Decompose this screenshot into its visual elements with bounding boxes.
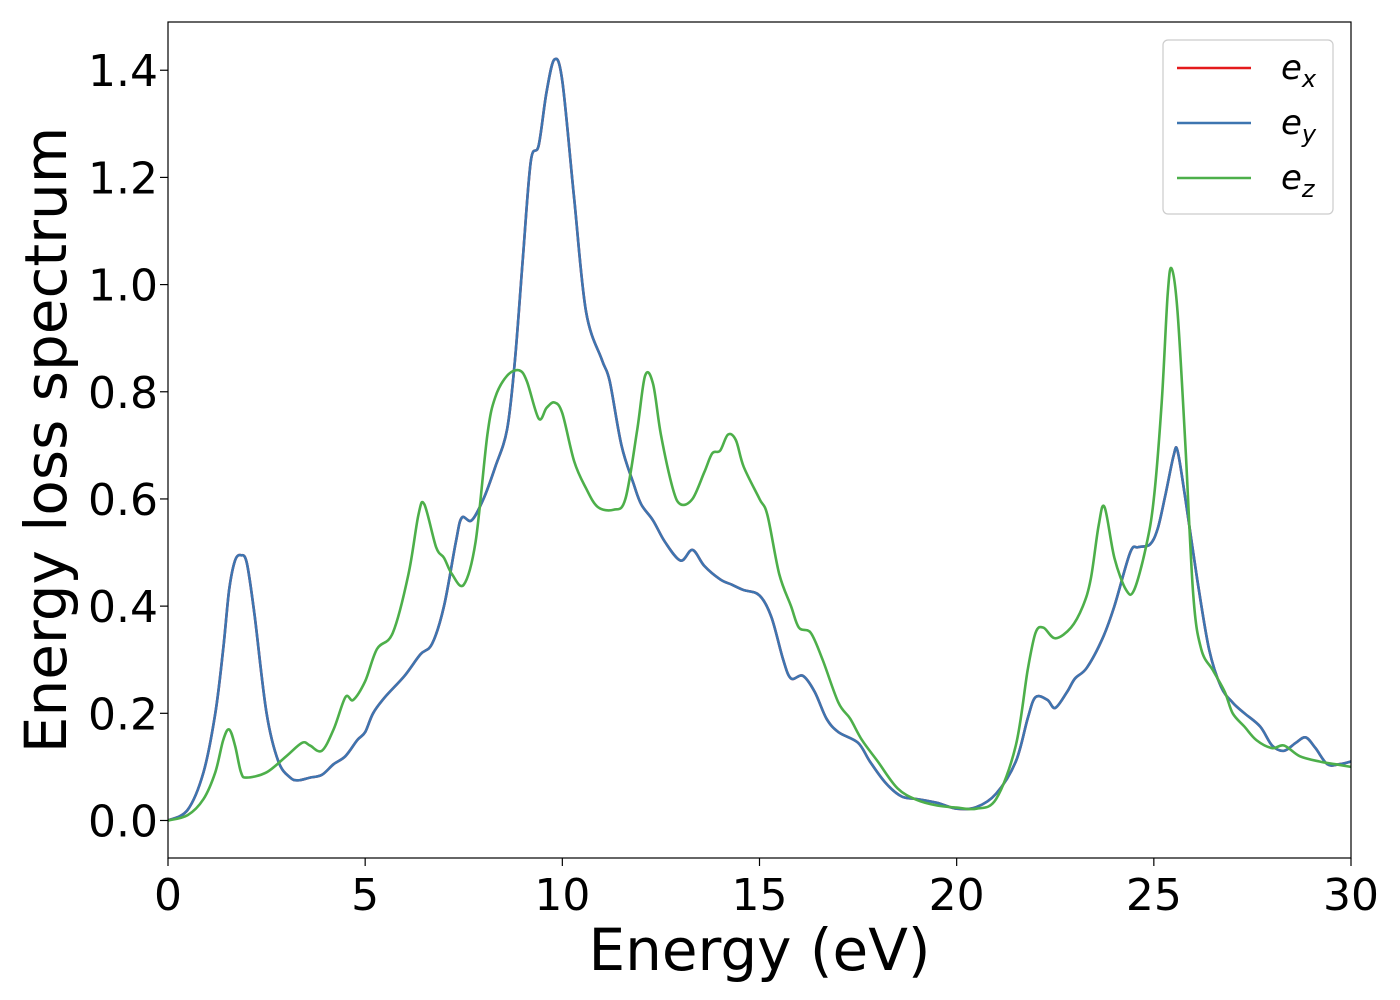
x-tick-label: 30 [1323, 870, 1379, 921]
y-tick-label: 0.0 [88, 796, 158, 847]
series-line-z [168, 266, 1351, 822]
legend-label-x: ex [1281, 48, 1317, 93]
y-tick-label: 0.8 [88, 368, 158, 419]
y-tick-label: 1.2 [88, 153, 158, 204]
y-tick-label: 0.4 [88, 582, 158, 633]
y-tick-label: 1.0 [88, 261, 158, 312]
y-tick-label: 0.2 [88, 689, 158, 740]
y-axis-title: Energy loss spectrum [12, 127, 80, 753]
x-tick-label: 15 [732, 870, 788, 921]
y-tick-label: 1.4 [88, 46, 158, 97]
legend: ex ey ez [1162, 39, 1334, 215]
x-tick-label: 20 [929, 870, 985, 921]
x-axis: 0 5 10 15 20 25 30 [154, 858, 1379, 921]
y-tick-label: 0.6 [88, 475, 158, 526]
series-line-y [168, 57, 1351, 822]
series-layer [168, 57, 1351, 822]
legend-label-y: ey [1281, 103, 1317, 148]
legend-box [1162, 39, 1334, 215]
y-axis: 0.0 0.2 0.4 0.6 0.8 1.0 1.2 1.4 [88, 46, 168, 847]
x-tick-label: 10 [534, 870, 590, 921]
x-tick-label: 25 [1126, 870, 1182, 921]
x-axis-title: Energy (eV) [588, 916, 930, 984]
x-tick-label: 5 [351, 870, 379, 921]
legend-label-z: ez [1281, 158, 1316, 203]
x-tick-label: 0 [154, 870, 182, 921]
